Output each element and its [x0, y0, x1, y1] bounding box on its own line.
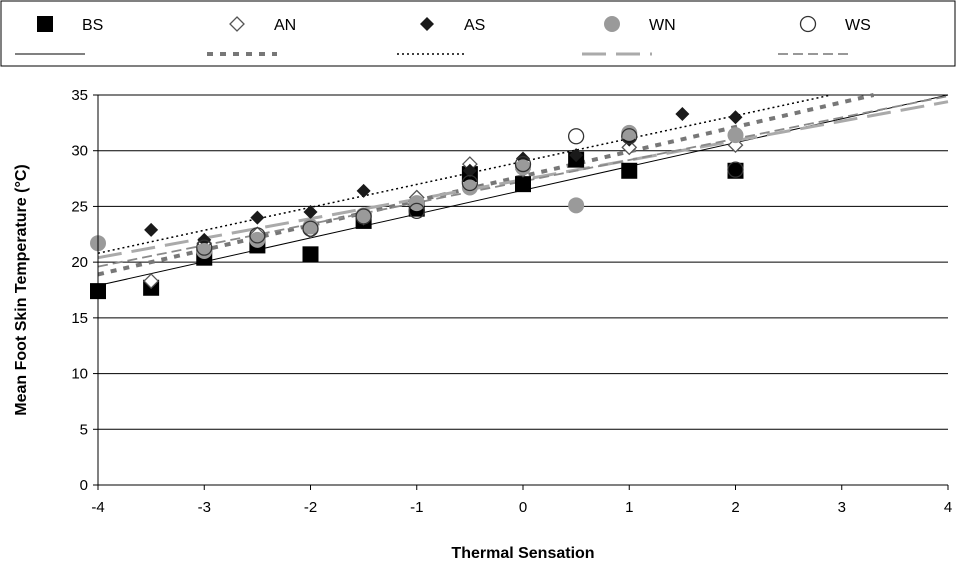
trendline-wn [97, 100, 949, 260]
x-tick-label: 3 [838, 499, 846, 516]
y-axis-title: Mean Foot Skin Temperature (°C) [13, 164, 30, 415]
legend: BS AN AS WN WS [0, 0, 956, 67]
point-wn [461, 179, 478, 196]
point-ws [408, 202, 425, 220]
x-axis-title: Thermal Sensation [451, 545, 594, 562]
point-bs [621, 162, 638, 179]
point-ws [621, 128, 638, 145]
y-tick-label: 20 [71, 254, 88, 271]
legend-marker-wn [604, 16, 620, 32]
point-bs [727, 162, 744, 179]
point-wn [621, 124, 638, 141]
x-tick-label: 4 [944, 499, 952, 516]
legend-label-an: AN [274, 17, 296, 34]
point-wn [355, 207, 372, 224]
y-tick-label: 25 [71, 198, 88, 215]
point-as [462, 163, 477, 178]
legend-marker-an [229, 16, 245, 32]
point-as [356, 183, 371, 198]
axes: 0 5 10 15 20 25 30 35 -4 -3 -2 -1 0 1 2 3 4 [71, 87, 952, 516]
y-tick-label: 0 [80, 477, 88, 494]
point-wn [515, 159, 531, 176]
point-as [728, 110, 743, 125]
point-as [250, 210, 265, 225]
trendline-an [97, 93, 875, 277]
trendline-ws [97, 95, 949, 268]
x-tick-label: 0 [519, 499, 527, 516]
y-tick-label: 15 [71, 310, 88, 327]
x-tick-label: 2 [731, 499, 739, 516]
legend-box [0, 0, 956, 67]
point-bs [515, 176, 531, 193]
point-wn [249, 231, 266, 248]
legend-label-as: AS [464, 17, 485, 34]
point-ws [567, 128, 585, 145]
legend-marker-ws [799, 15, 817, 33]
x-tick-label: -4 [91, 499, 104, 516]
x-tick-label: -2 [304, 499, 317, 516]
y-tick-label: 5 [80, 421, 88, 438]
y-tick-label: 10 [71, 366, 88, 383]
point-as [144, 222, 159, 237]
x-tick-label: 1 [625, 499, 633, 516]
point-ws [196, 239, 213, 256]
point-as [569, 148, 584, 163]
point-ws [302, 220, 319, 237]
y-tick-label: 35 [71, 87, 88, 104]
data-points [90, 106, 744, 300]
legend-marker-as [420, 17, 434, 31]
point-an [621, 139, 638, 156]
point-ws [461, 174, 479, 192]
x-tick-label: -1 [410, 499, 423, 516]
legend-label-bs: BS [82, 17, 103, 34]
y-tick-label: 30 [71, 143, 88, 160]
legend-marker-bs [37, 16, 53, 32]
point-ws [727, 161, 744, 178]
point-bs [302, 246, 319, 263]
point-ws [249, 227, 266, 244]
x-tick-label: -3 [198, 499, 211, 516]
point-as [303, 205, 318, 219]
point-an [143, 273, 160, 290]
point-ws [514, 155, 532, 173]
point-wn [196, 243, 213, 259]
point-wn [727, 127, 744, 144]
point-as [675, 106, 690, 121]
point-wn [568, 197, 585, 214]
point-ws [355, 208, 372, 225]
legend-label-wn: WN [649, 17, 676, 34]
legend-label-ws: WS [845, 17, 871, 34]
